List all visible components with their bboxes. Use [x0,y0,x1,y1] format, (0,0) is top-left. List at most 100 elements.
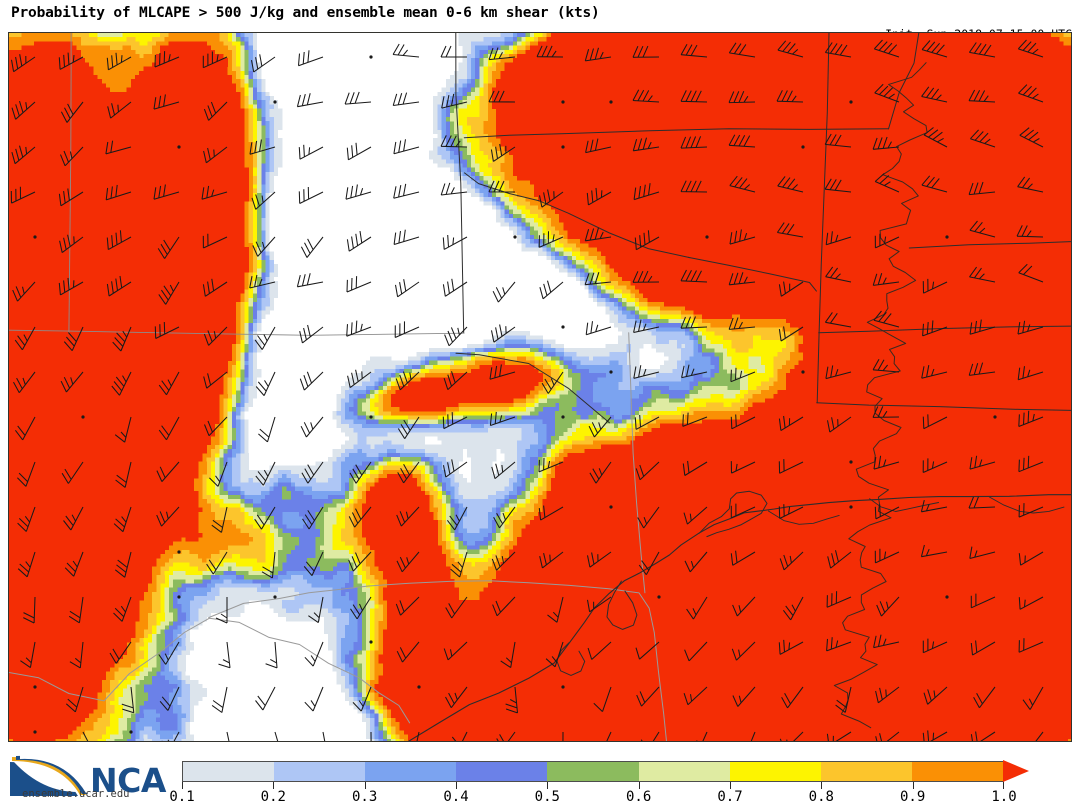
prob-band-fill-9 [9,33,1071,741]
colorbar-tick-7 [821,782,823,789]
wind-barb [300,236,324,258]
wind-barb [776,90,804,103]
wind-barb [921,175,948,193]
wind-barb [111,371,132,396]
wind-barb [970,640,996,656]
wind-barb [777,176,804,193]
wind-barb-calm [33,235,37,239]
wind-barb [105,140,132,155]
wind-barb [443,641,468,661]
wind-barb [58,52,84,70]
wind-barb [69,641,84,669]
colorbar-tick-labels: 0.1 0.2 0.3 0.4 0.5 0.6 0.7 0.8 0.9 1.0 [169,789,1016,807]
colorbar-label-5: 0.6 [626,789,652,805]
wind-barb [680,136,708,149]
wind-barb [63,326,84,352]
probability-contour-layers [9,33,1071,741]
state-line-south-interior [208,580,667,741]
wind-barb [1017,39,1044,58]
ncar-url-text: ensemble.ucar.edu [22,788,130,800]
wind-barb [541,371,564,394]
state-line-nm-tx-south [455,352,610,424]
wind-barb [440,45,467,58]
wind-barb [873,310,900,328]
wind-barb [393,139,420,155]
wind-barb [968,89,996,103]
wind-barb [824,178,852,193]
wind-barb [370,731,372,741]
wind-barb [64,551,84,577]
wind-barb [920,544,948,558]
wind-barb [493,506,516,529]
wind-barb [206,551,228,575]
geography-boundaries [9,33,1071,741]
wind-barb [874,173,900,193]
wind-barb-calm [33,730,37,734]
wind-barb [492,281,516,303]
wind-barb [538,505,564,521]
wind-barb [633,365,660,379]
wind-barb [350,596,372,620]
wind-barb [584,47,612,62]
wind-barb [826,731,852,741]
wind-barb [249,274,276,289]
wind-barb [633,319,660,334]
colorbar[interactable]: 0.1 0.2 0.3 0.4 0.5 0.6 0.7 0.8 0.9 1.0 [169,760,1029,805]
wind-barb [874,548,900,564]
wind-barb [249,139,276,155]
wind-barb [446,506,468,531]
louisiana-marsh [767,510,840,525]
wind-barb [872,359,900,373]
mississippi-river [833,62,928,729]
wind-barb [536,45,564,58]
wind-barb [255,371,276,396]
ncar-logo-text: NCAR [90,761,168,800]
wind-barb [442,234,468,250]
wind-barb [1018,596,1044,610]
wind-barb [547,596,564,623]
wind-barb [781,686,804,709]
wind-barb [634,414,660,430]
wind-barb [1017,320,1044,335]
wind-barb [158,281,180,305]
wind-barb-calm [801,370,805,374]
colorbar-tick-2 [364,782,366,789]
wind-barb [17,551,36,578]
wind-barb [347,369,372,389]
wind-barb-calm [81,415,85,419]
state-line-ar-mo [888,33,920,130]
wind-barb [394,321,420,338]
wind-barb [539,280,564,300]
wind-barb [302,506,324,530]
wind-barb [922,278,948,294]
wind-barb [730,367,756,383]
wind-barb [778,281,804,297]
wind-barb [13,371,36,394]
gulf-coastline [408,494,1071,741]
wind-barb [395,596,420,616]
wind-barb [872,406,900,418]
colorbar-band-2 [365,762,457,781]
wind-barb [969,319,996,335]
colorbar-ticks [182,782,1004,789]
wind-barb [296,93,324,108]
wind-barb [730,461,756,474]
wind-barb-calm [33,685,37,689]
wind-barb [203,371,228,389]
wind-barb [1018,455,1044,473]
plot-header: Probability of MLCAPE > 500 J/kg and ens… [0,0,1080,81]
wind-barb [492,596,516,617]
wind-barb [11,145,36,165]
wind-barb [873,455,900,470]
wind-barb [680,269,708,283]
wind-barb [11,100,36,120]
state-line-central-vertical [628,332,646,594]
wind-barb [490,143,516,162]
wind-barb [635,641,660,660]
wind-barb [322,731,326,741]
wind-barb [211,506,228,533]
wind-barb-calm [369,640,373,644]
wind-barb [728,272,756,286]
map-panel[interactable] [8,32,1072,742]
wind-barb [203,326,228,346]
